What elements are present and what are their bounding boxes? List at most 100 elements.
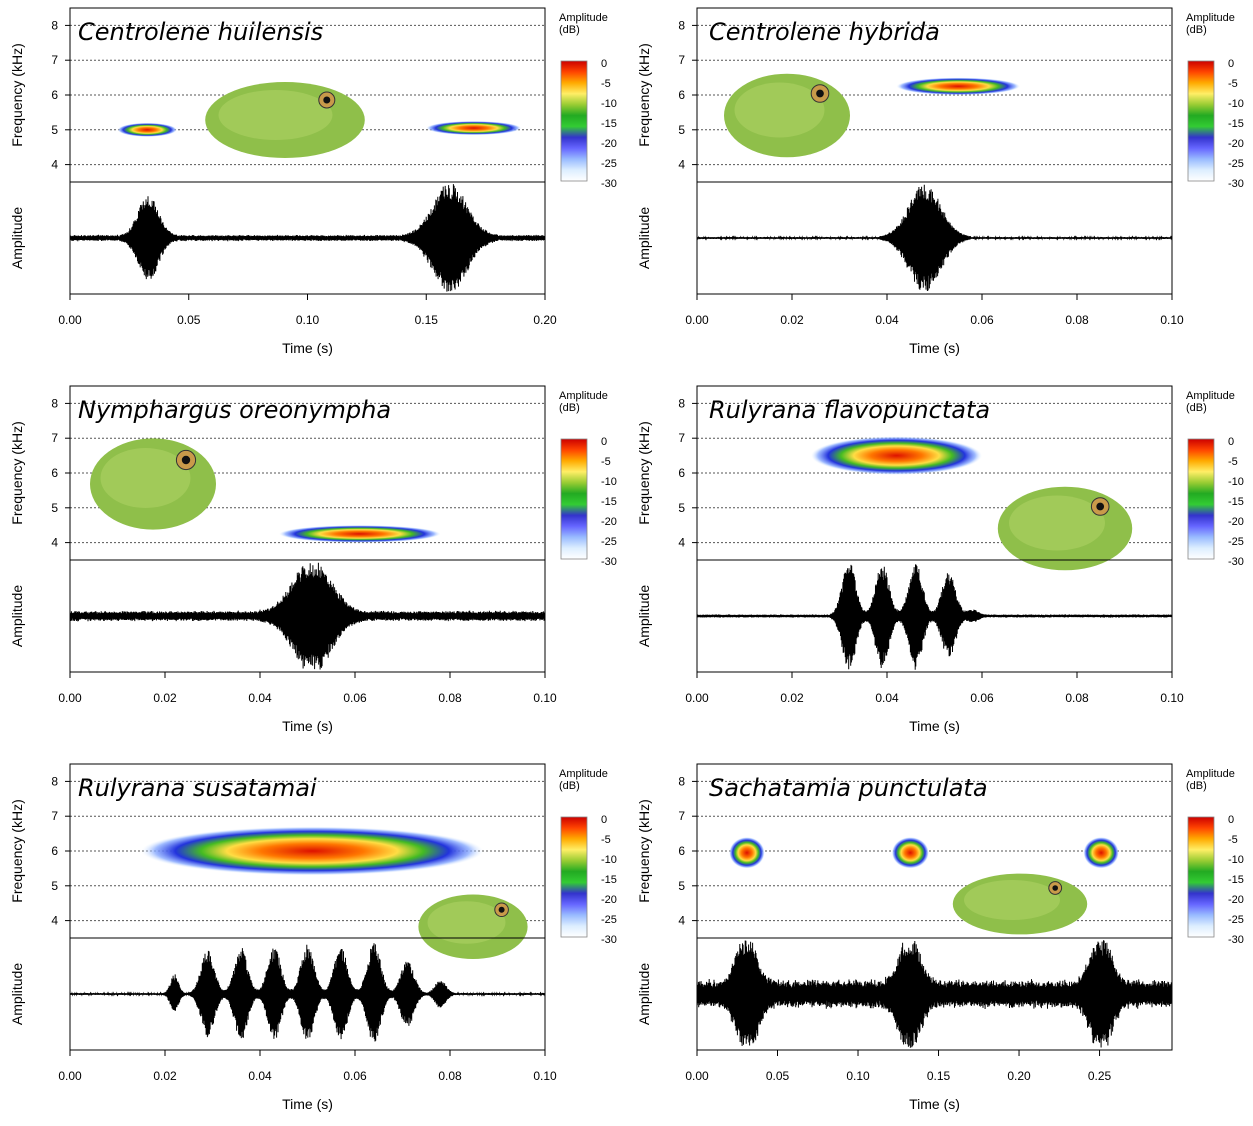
y-tick-label: 5: [51, 123, 58, 137]
colorbar-tick-label: -15: [1228, 118, 1244, 130]
chart-panel-6: 4 5 6 7 8 Sachatamia punctulata 0.00 0.05 0.10 0.…: [627, 756, 1253, 1126]
colorbar: [560, 438, 588, 560]
colorbar-tick-label: -5: [601, 456, 611, 468]
colorbar-unit: (dB): [1186, 24, 1207, 36]
colorbar-tick-label: 0: [1228, 814, 1234, 826]
chart-panel-2: 4 5 6 7 8 Centrolene hybrida 0.00 0.02 0.04 0.06 0…: [627, 0, 1253, 370]
colorbar-title: Amplitude: [559, 12, 608, 24]
call-blob: [141, 826, 484, 876]
colorbar: [560, 60, 588, 182]
chart-svg: 4 5 6 7 8 Nymphargus oreonympha 0.00 0.02 0.04 0.…: [9, 385, 617, 734]
frog-pupil: [1052, 885, 1058, 891]
x-tick-label: 0.20: [533, 313, 557, 327]
x-tick-label: 0.05: [177, 313, 201, 327]
frog-photo: [997, 486, 1133, 571]
colorbar-tick-label: -20: [1228, 138, 1244, 150]
y-tick-label: 8: [51, 18, 58, 32]
call-blob: [729, 837, 765, 869]
y-tick-label: 4: [678, 158, 685, 172]
x-tick-label: 0.04: [248, 691, 272, 705]
y-tick-label: 6: [51, 466, 58, 480]
colorbar-tick-label: -15: [1228, 496, 1244, 508]
x-tick-label: 0.10: [533, 691, 557, 705]
waveform-trace: [696, 184, 1173, 292]
colorbar-tick-label: -30: [601, 178, 617, 190]
waveform-trace: [696, 564, 1173, 670]
frequency-axis-label: Frequency (kHz): [636, 421, 652, 524]
frog-photo: [90, 438, 216, 530]
x-tick-label: 0.00: [58, 691, 82, 705]
y-tick-label: 7: [678, 809, 685, 823]
x-tick-label: 0.25: [1088, 1069, 1112, 1083]
x-tick-label: 0.06: [343, 1069, 367, 1083]
y-tick-label: 7: [51, 809, 58, 823]
waveform-frame: [69, 937, 546, 1051]
call-blob: [279, 525, 441, 543]
species-title: Centrolene hybrida: [709, 18, 940, 46]
colorbar-tick-label: -10: [1228, 98, 1244, 110]
frog-back: [734, 82, 825, 138]
colorbar: [560, 816, 588, 938]
colorbar-tick-label: 0: [601, 436, 607, 448]
frog-pupil: [1096, 502, 1105, 511]
time-axis-label: Time (s): [282, 340, 333, 356]
colorbar-tick-label: -20: [601, 894, 617, 906]
colorbar-title: Amplitude: [1186, 12, 1235, 24]
frequency-axis-label: Frequency (kHz): [9, 799, 25, 902]
time-axis-label: Time (s): [909, 340, 960, 356]
x-tick-label: 0.00: [58, 313, 82, 327]
y-tick-label: 6: [678, 466, 685, 480]
y-tick-label: 4: [678, 914, 685, 928]
colorbar-tick-label: -5: [601, 78, 611, 90]
frog-photo: [952, 873, 1088, 935]
waveform-frame: [696, 937, 1173, 1051]
x-tick-label: 0.02: [153, 1069, 177, 1083]
y-tick-label: 8: [51, 774, 58, 788]
colorbar-unit: (dB): [559, 780, 580, 792]
colorbar: [1187, 60, 1215, 182]
y-tick-label: 5: [51, 501, 58, 515]
call-blob: [117, 122, 177, 137]
frequency-axis-label: Frequency (kHz): [9, 421, 25, 524]
y-tick-label: 6: [678, 88, 685, 102]
y-tick-label: 5: [678, 879, 685, 893]
amplitude-axis-label: Amplitude: [636, 585, 652, 647]
frog-pupil: [498, 906, 505, 913]
waveform-frame: [696, 559, 1173, 673]
x-tick-label: 0.00: [58, 1069, 82, 1083]
x-tick-label: 0.00: [685, 313, 709, 327]
y-tick-label: 7: [678, 53, 685, 67]
chart-svg: 4 5 6 7 8 Sachatamia punctulata 0.00 0.05 0.10 0.…: [636, 763, 1244, 1112]
waveform-trace: [69, 184, 546, 292]
frequency-axis-label: Frequency (kHz): [9, 43, 25, 146]
x-tick-label: 0.06: [343, 691, 367, 705]
x-tick-label: 0.20: [1007, 1069, 1031, 1083]
frog-photo: [724, 73, 850, 158]
colorbar-tick-label: -30: [1228, 178, 1244, 190]
colorbar-tick-label: 0: [1228, 58, 1234, 70]
x-tick-label: 0.08: [438, 1069, 462, 1083]
frog-back: [218, 90, 333, 140]
colorbar-tick-label: -20: [601, 516, 617, 528]
x-tick-label: 0.04: [248, 1069, 272, 1083]
y-tick-label: 5: [678, 123, 685, 137]
x-tick-label: 0.10: [846, 1069, 870, 1083]
colorbar-unit: (dB): [1186, 780, 1207, 792]
species-title: Rulyrana flavopunctata: [709, 396, 990, 424]
colorbar-tick-label: -25: [601, 158, 617, 170]
y-tick-label: 5: [51, 879, 58, 893]
y-tick-label: 4: [51, 536, 58, 550]
colorbar-tick-label: 0: [601, 814, 607, 826]
y-tick-label: 4: [51, 914, 58, 928]
y-tick-label: 7: [678, 431, 685, 445]
colorbar-title: Amplitude: [1186, 390, 1235, 402]
colorbar-tick-label: -30: [601, 556, 617, 568]
x-tick-label: 0.00: [685, 1069, 709, 1083]
y-tick-label: 8: [678, 18, 685, 32]
y-tick-label: 8: [678, 774, 685, 788]
frog-pupil: [323, 96, 331, 104]
colorbar-tick-label: -15: [601, 118, 617, 130]
amplitude-axis-label: Amplitude: [9, 207, 25, 269]
x-tick-label: 0.08: [438, 691, 462, 705]
colorbar: [1187, 816, 1215, 938]
